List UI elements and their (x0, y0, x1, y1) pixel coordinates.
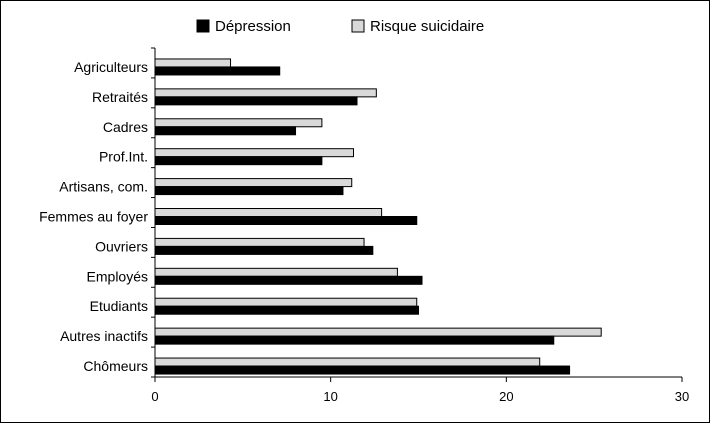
category-label-etudiants: Etudiants (90, 298, 148, 314)
legend-label-depression: Dépression (215, 18, 291, 35)
x-tick-label-30: 30 (675, 389, 689, 404)
bar-risque-suicidaire-artisans-com (154, 178, 353, 188)
legend-swatch-risque-suicidaire (351, 19, 365, 33)
bar-depression-employes (154, 275, 423, 285)
category-label-artisans-com: Artisans, com. (59, 179, 148, 195)
legend: Dépression Risque suicidaire (196, 18, 484, 35)
category-label-cadres: Cadres (103, 119, 148, 135)
bar-risque-suicidaire-etudiants (154, 297, 418, 307)
bar-depression-retraites (154, 96, 358, 106)
bars: Agriculteurs Retraités Cadres Prof.Int. Arti… (39, 58, 602, 375)
bar-depression-prof-int (154, 156, 323, 166)
x-tick-label-10: 10 (323, 389, 337, 404)
bar-risque-suicidaire-agriculteurs (154, 58, 232, 68)
bar-depression-agriculteurs (154, 66, 281, 76)
category-label-retraites: Retraités (92, 89, 148, 105)
legend-swatch-depression (196, 19, 210, 33)
bar-risque-suicidaire-employes (154, 267, 398, 277)
legend-label-risque-suicidaire: Risque suicidaire (370, 18, 484, 35)
bar-depression-femmes-au-foyer (154, 216, 418, 225)
category-label-agriculteurs: Agriculteurs (74, 59, 148, 75)
bar-risque-suicidaire-ouvriers (154, 237, 365, 247)
bar-depression-etudiants (154, 305, 419, 315)
bar-risque-suicidaire-femmes-au-foyer (154, 208, 383, 217)
category-label-chomeurs: Chômeurs (83, 358, 148, 374)
x-tick-label-0: 0 (151, 389, 158, 404)
category-label-ouvriers: Ouvriers (95, 238, 148, 254)
category-label-employes: Employés (87, 268, 148, 284)
axes: 0 10 20 30 (151, 47, 689, 404)
bar-depression-cadres (154, 126, 297, 136)
bar-risque-suicidaire-retraites (154, 88, 377, 98)
bar-risque-suicidaire-autres-inactifs (154, 327, 602, 337)
bar-depression-autres-inactifs (154, 335, 555, 345)
bar-depression-ouvriers (154, 245, 374, 255)
bar-risque-suicidaire-prof-int (154, 148, 355, 158)
x-tick-label-20: 20 (499, 389, 513, 404)
bar-depression-artisans-com (154, 186, 344, 196)
category-label-prof-int: Prof.Int. (99, 149, 148, 165)
category-label-femmes-au-foyer: Femmes au foyer (39, 209, 148, 225)
category-label-autres-inactifs: Autres inactifs (60, 328, 148, 344)
bar-risque-suicidaire-chomeurs (154, 357, 541, 367)
bar-risque-suicidaire-cadres (154, 118, 323, 128)
bar-depression-chomeurs (154, 365, 571, 375)
